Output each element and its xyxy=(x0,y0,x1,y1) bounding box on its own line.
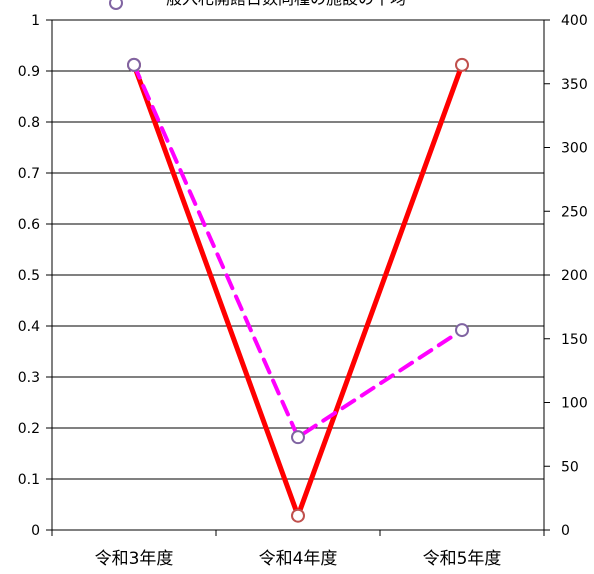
category-label: 令和5年度 xyxy=(423,549,502,569)
data-point xyxy=(455,323,469,338)
right-tick-label: 250 xyxy=(561,204,588,220)
right-tick-label: 50 xyxy=(561,459,579,475)
axes xyxy=(51,20,545,536)
right-tick-label: 350 xyxy=(561,77,588,93)
data-point xyxy=(127,57,141,72)
category-label: 令和3年度 xyxy=(95,549,174,569)
left-tick-label: 0 xyxy=(31,523,40,539)
series-line xyxy=(131,62,465,519)
left-tick-label: 0.7 xyxy=(18,166,40,182)
left-tick-label: 0.3 xyxy=(18,370,40,386)
left-axis-ticks: 0 0.1 0.2 0.3 0.4 0.5 0.6 0.7 0.8 0.9 1 xyxy=(18,13,52,539)
right-axis-ticks: 0 50 100 150 200 250 300 350 400 xyxy=(544,13,588,539)
data-point xyxy=(455,57,469,72)
category-labels: 令和3年度 令和4年度 令和5年度 xyxy=(95,549,502,569)
right-tick-label: 100 xyxy=(561,396,588,412)
right-tick-label: 0 xyxy=(561,523,570,539)
series-dashed xyxy=(127,57,469,445)
legend: 一般入札開館日数同種の施設の平均 xyxy=(109,0,406,10)
right-tick-label: 400 xyxy=(561,13,588,29)
left-tick-label: 1 xyxy=(31,13,40,29)
right-tick-label: 200 xyxy=(561,268,588,284)
legend-marker xyxy=(109,0,123,10)
series-line xyxy=(132,62,464,440)
series-solid xyxy=(127,57,469,523)
data-point xyxy=(291,508,305,523)
right-tick-label: 300 xyxy=(561,141,588,157)
legend-text: 一般入札開館日数同種の施設の平均 xyxy=(150,0,406,8)
right-tick-label: 150 xyxy=(561,332,588,348)
gridlines xyxy=(52,19,544,480)
left-tick-label: 0.2 xyxy=(18,421,40,437)
left-tick-label: 0.6 xyxy=(18,217,40,233)
category-label: 令和4年度 xyxy=(259,549,338,569)
left-tick-label: 0.5 xyxy=(18,268,40,284)
left-tick-label: 0.8 xyxy=(18,115,40,131)
series-layer xyxy=(127,57,469,523)
left-tick-label: 0.4 xyxy=(18,319,40,335)
data-point xyxy=(291,430,305,445)
left-tick-label: 0.1 xyxy=(18,472,40,488)
left-tick-label: 0.9 xyxy=(18,64,40,80)
